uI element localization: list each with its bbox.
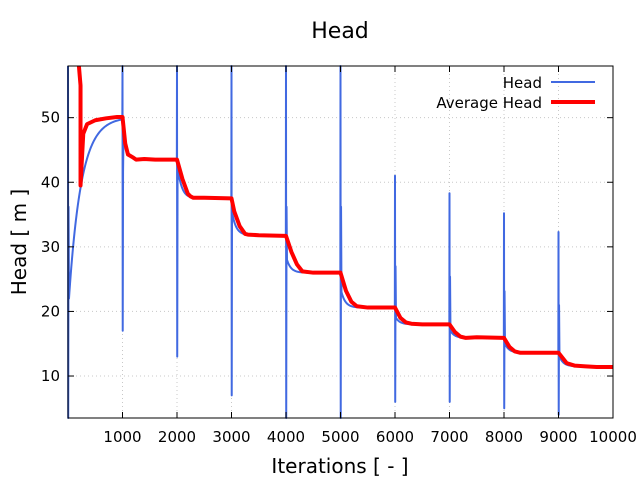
x-tick-label: 7000 [430, 428, 468, 446]
head-series-line [67, 65, 614, 419]
x-tick-label: 9000 [539, 428, 577, 446]
legend-label-average-head: Average Head [436, 94, 542, 112]
y-tick-label: 30 [41, 238, 60, 256]
x-tick-label: 3000 [212, 428, 250, 446]
legend: Head Average Head [436, 74, 595, 112]
x-tick-label: 4000 [267, 428, 305, 446]
x-tick-label: 1000 [103, 428, 141, 446]
plot-area [67, 65, 614, 419]
x-tick-label: 10000 [589, 428, 637, 446]
y-axis-label: Head [ m ] [7, 189, 31, 295]
x-tick-label: 6000 [376, 428, 414, 446]
x-tick-label: 8000 [485, 428, 523, 446]
y-tick-label: 50 [41, 109, 60, 127]
x-tick-label: 5000 [321, 428, 359, 446]
average-head-series-line [76, 65, 613, 369]
y-tick-label: 40 [41, 173, 60, 191]
y-tick-label: 20 [41, 302, 60, 320]
chart-title: Head [311, 19, 369, 44]
x-axis-label: Iterations [ - ] [271, 454, 408, 478]
legend-label-head: Head [503, 74, 542, 92]
y-tick-label: 10 [41, 367, 60, 385]
y-axis-ticks: 10 20 30 40 50 [41, 109, 613, 385]
x-tick-label: 2000 [158, 428, 196, 446]
x-axis-ticks: 1000 2000 3000 4000 5000 6000 7000 8000 9000 1000… [103, 66, 637, 446]
